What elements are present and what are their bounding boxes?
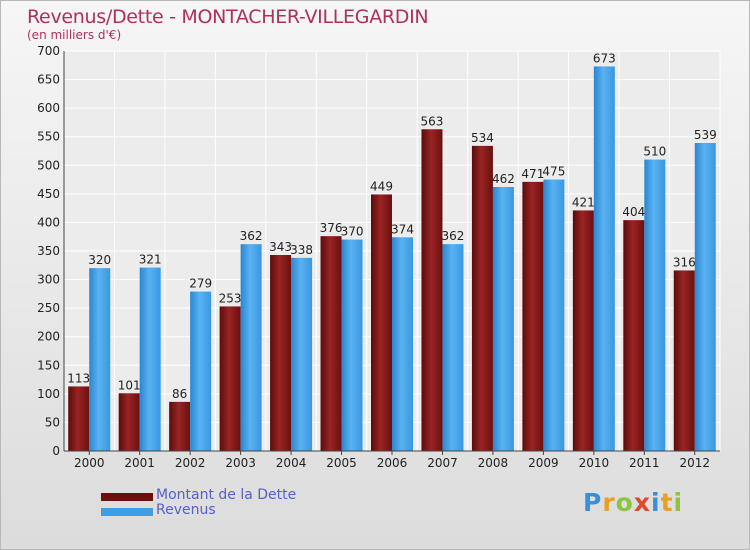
x-tick-label: 2004 xyxy=(276,456,307,470)
bar-debt xyxy=(623,220,645,451)
bar-debt xyxy=(572,210,594,451)
bar-revenue xyxy=(543,179,565,452)
legend-label-revenue: Revenus xyxy=(156,502,216,518)
data-label-debt: 563 xyxy=(421,114,444,128)
chart-subtitle: (en milliers d'€) xyxy=(27,28,122,42)
data-label-revenue: 374 xyxy=(391,222,414,236)
y-tick-label: 50 xyxy=(45,415,60,429)
data-label-revenue: 362 xyxy=(240,229,263,243)
bar-revenue xyxy=(392,237,413,451)
data-label-debt: 316 xyxy=(673,255,696,269)
bar-debt xyxy=(371,194,392,451)
bar-revenue xyxy=(190,291,212,451)
x-tick-label: 2005 xyxy=(326,456,357,470)
logo-letter: i xyxy=(651,488,661,517)
data-label-revenue: 279 xyxy=(189,277,212,291)
data-label-debt: 449 xyxy=(370,179,393,193)
bar-revenue xyxy=(593,66,615,451)
bar-revenue xyxy=(341,239,363,451)
x-tick-label: 2002 xyxy=(175,456,206,470)
data-label-revenue: 673 xyxy=(593,51,616,65)
y-tick-label: 550 xyxy=(37,130,60,144)
x-tick-label: 2008 xyxy=(478,456,509,470)
legend-swatch-debt xyxy=(101,493,153,501)
data-label-debt: 471 xyxy=(521,167,544,181)
logo-letter: o xyxy=(615,488,634,517)
y-tick-label: 700 xyxy=(37,44,60,58)
y-tick-label: 450 xyxy=(37,187,60,201)
y-tick-label: 650 xyxy=(37,73,60,87)
logo-letter: x xyxy=(633,488,651,517)
data-label-revenue: 370 xyxy=(341,225,364,239)
data-label-debt: 253 xyxy=(219,291,242,305)
bar-debt xyxy=(118,393,140,451)
x-tick-label: 2006 xyxy=(377,456,408,470)
bar-revenue xyxy=(139,267,161,451)
bar-debt xyxy=(169,401,191,451)
bar-debt xyxy=(522,181,544,451)
x-tick-label: 2000 xyxy=(74,456,105,470)
data-label-debt: 101 xyxy=(118,378,141,392)
x-tick-label: 2012 xyxy=(679,456,710,470)
bar-revenue xyxy=(492,187,514,451)
bar-revenue xyxy=(89,268,111,451)
data-label-debt: 534 xyxy=(471,131,494,145)
data-label-debt: 376 xyxy=(320,221,343,235)
y-tick-label: 100 xyxy=(37,387,60,401)
data-label-debt: 343 xyxy=(269,240,292,254)
x-tick-label: 2010 xyxy=(579,456,610,470)
logo-letter: t xyxy=(660,488,674,517)
x-tick-label: 2011 xyxy=(629,456,660,470)
y-tick-label: 400 xyxy=(37,215,60,229)
data-label-debt: 113 xyxy=(67,371,90,385)
logo-letter: i xyxy=(673,488,684,517)
data-label-revenue: 539 xyxy=(694,128,717,142)
bar-revenue xyxy=(240,244,262,451)
y-tick-label: 200 xyxy=(37,330,60,344)
data-label-revenue: 321 xyxy=(139,253,162,267)
bar-debt xyxy=(673,270,695,451)
y-tick-label: 0 xyxy=(52,444,60,458)
x-tick-label: 2001 xyxy=(124,456,155,470)
x-tick-label: 2007 xyxy=(427,456,458,470)
logo-letter: r xyxy=(602,488,616,517)
bar-debt xyxy=(421,129,443,452)
data-label-revenue: 510 xyxy=(643,145,666,159)
bar-revenue xyxy=(694,143,716,451)
data-label-revenue: 462 xyxy=(492,172,515,186)
bar-debt xyxy=(320,236,342,451)
data-label-revenue: 338 xyxy=(290,243,313,257)
legend-label-debt: Montant de la Dette xyxy=(156,487,297,503)
bar-revenue xyxy=(291,257,313,451)
y-tick-label: 250 xyxy=(37,301,60,315)
y-tick-label: 350 xyxy=(37,244,60,258)
y-tick-label: 300 xyxy=(37,273,60,287)
y-tick-label: 600 xyxy=(37,101,60,115)
bar-debt xyxy=(68,386,90,451)
y-tick-label: 150 xyxy=(37,358,60,372)
bar-revenue xyxy=(442,244,464,451)
data-label-revenue: 362 xyxy=(442,229,465,243)
legend-swatch-revenue xyxy=(101,508,153,516)
x-tick-label: 2009 xyxy=(528,456,559,470)
logo-letter: P xyxy=(583,488,603,517)
y-tick-label: 500 xyxy=(37,158,60,172)
data-label-revenue: 320 xyxy=(88,253,111,267)
bar-revenue xyxy=(644,159,666,452)
chart-title: Revenus/Dette - MONTACHER-VILLEGARDIN xyxy=(27,6,429,28)
data-label-debt: 86 xyxy=(172,387,187,401)
bar-debt xyxy=(270,255,292,451)
data-label-debt: 421 xyxy=(572,195,595,209)
bar-debt xyxy=(471,145,493,451)
proxiti-logo: Proxiti xyxy=(583,488,683,517)
bar-debt xyxy=(219,306,241,451)
data-label-revenue: 475 xyxy=(542,165,565,179)
x-tick-label: 2003 xyxy=(225,456,256,470)
data-label-debt: 404 xyxy=(622,205,645,219)
